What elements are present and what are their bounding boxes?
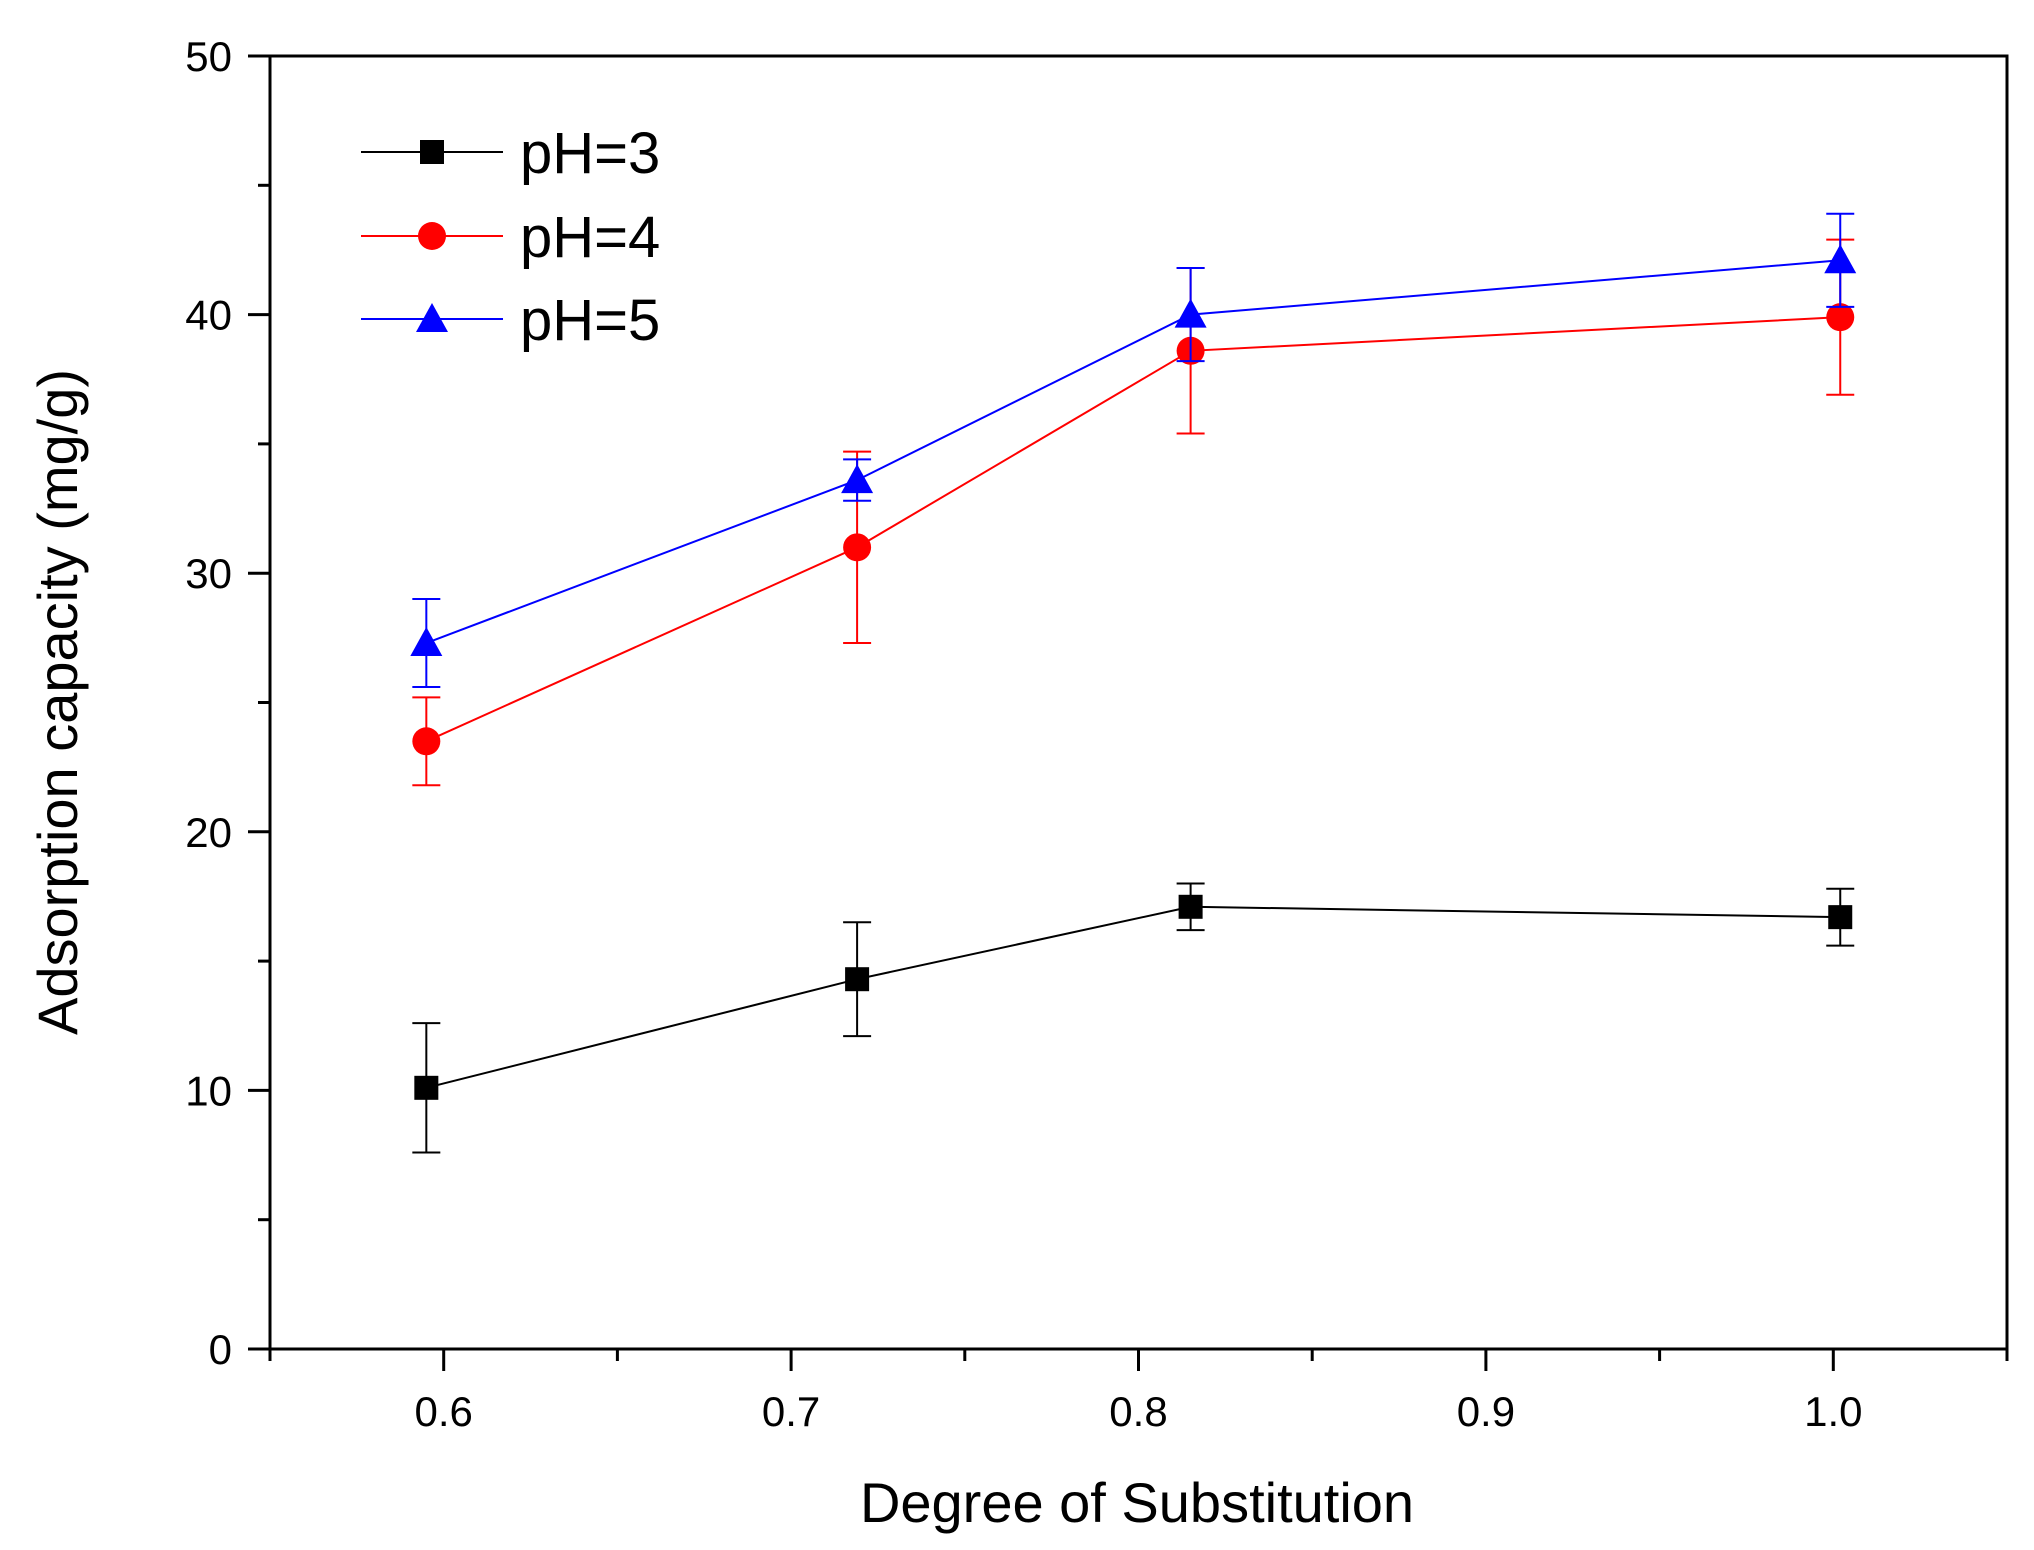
series-line (425, 316, 1841, 743)
axes: 0 10 20 30 40 50 0.6 0.7 0.8 0.9 1.0 (185, 33, 2009, 1435)
legend-label: pH=5 (520, 288, 660, 353)
legend-label: pH=3 (520, 121, 660, 186)
x-tick-label: 0.6 (415, 1388, 473, 1435)
y-tick-label: 10 (185, 1067, 232, 1114)
legend-entry: pH=3 (361, 121, 660, 186)
data-point (1826, 303, 1855, 332)
legend-marker (420, 140, 444, 164)
y-tick-label: 40 (185, 292, 232, 339)
x-tick-label: 1.0 (1804, 1388, 1862, 1435)
y-tick-label: 50 (185, 33, 232, 80)
data-point (1178, 894, 1203, 919)
x-axis-title: Degree of Substitution (860, 1471, 1414, 1534)
series-pH=4 (412, 238, 1855, 787)
data-point (1824, 244, 1857, 274)
y-tick-label: 30 (185, 550, 232, 597)
data-point (1828, 905, 1853, 930)
y-tick-label: 0 (209, 1326, 232, 1373)
x-tick-label: 0.8 (1109, 1388, 1167, 1435)
x-tick-label: 0.9 (1457, 1388, 1515, 1435)
data-point (410, 627, 443, 657)
data-point (412, 727, 441, 756)
legend-entry: pH=5 (361, 288, 660, 353)
y-tick-label: 20 (185, 809, 232, 856)
data-point (845, 967, 870, 992)
series-pH=5 (410, 212, 1857, 688)
series-line (425, 259, 1841, 644)
series-pH=3 (412, 882, 1855, 1154)
data-point (1174, 298, 1207, 328)
chart-marks (410, 212, 1857, 1154)
legend-entry: pH=4 (361, 205, 660, 270)
legend-label: pH=4 (520, 205, 660, 270)
x-tick-label: 0.7 (762, 1388, 820, 1435)
legend: pH=3 pH=4 pH=5 (361, 121, 660, 353)
data-point (414, 1075, 439, 1100)
y-axis-title: Adsorption capacity (mg/g) (26, 369, 89, 1035)
data-point (843, 533, 872, 562)
series-line (426, 905, 1841, 1089)
legend-marker (416, 303, 448, 332)
data-point (841, 464, 874, 494)
legend-marker (418, 222, 446, 250)
